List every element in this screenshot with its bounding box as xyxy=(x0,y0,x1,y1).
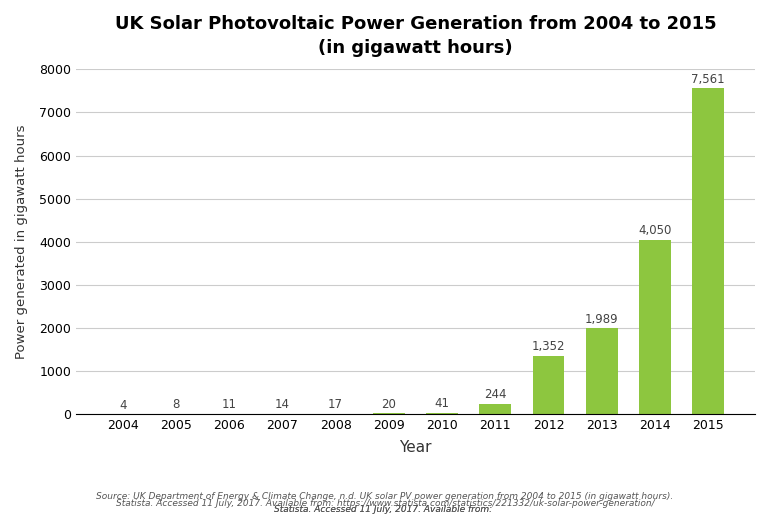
Text: Source: UK Department of Energy & Climate Change, n.d. UK solar PV power generat: Source: UK Department of Energy & Climat… xyxy=(96,492,674,501)
Text: 20: 20 xyxy=(381,398,397,411)
Bar xyxy=(586,328,618,414)
Bar xyxy=(426,413,458,414)
Bar xyxy=(480,404,511,414)
Text: 14: 14 xyxy=(275,398,290,411)
Text: Statista. Accessed 11 July, 2017. Available from:: Statista. Accessed 11 July, 2017. Availa… xyxy=(274,505,496,514)
Bar xyxy=(533,356,564,414)
Text: 4,050: 4,050 xyxy=(638,224,671,237)
Text: Statista. Accessed 11 July, 2017. Available from:: Statista. Accessed 11 July, 2017. Availa… xyxy=(274,505,496,514)
Text: 1,989: 1,989 xyxy=(585,313,618,326)
Text: 4: 4 xyxy=(119,399,126,412)
Text: 8: 8 xyxy=(172,398,179,412)
X-axis label: Year: Year xyxy=(399,440,432,455)
Bar xyxy=(639,239,671,414)
Text: 1,352: 1,352 xyxy=(532,340,565,354)
Text: 11: 11 xyxy=(222,398,236,411)
Text: 7,561: 7,561 xyxy=(691,72,725,86)
Text: Statista. Accessed 11 July, 2017. Available from: https://www.statista.com/stati: Statista. Accessed 11 July, 2017. Availa… xyxy=(116,498,654,508)
Y-axis label: Power generated in gigawatt hours: Power generated in gigawatt hours xyxy=(15,125,28,359)
Title: UK Solar Photovoltaic Power Generation from 2004 to 2015
(in gigawatt hours): UK Solar Photovoltaic Power Generation f… xyxy=(115,15,716,56)
Text: 41: 41 xyxy=(434,397,450,410)
Text: 244: 244 xyxy=(484,388,507,401)
Text: 17: 17 xyxy=(328,398,343,411)
Bar xyxy=(692,88,724,414)
